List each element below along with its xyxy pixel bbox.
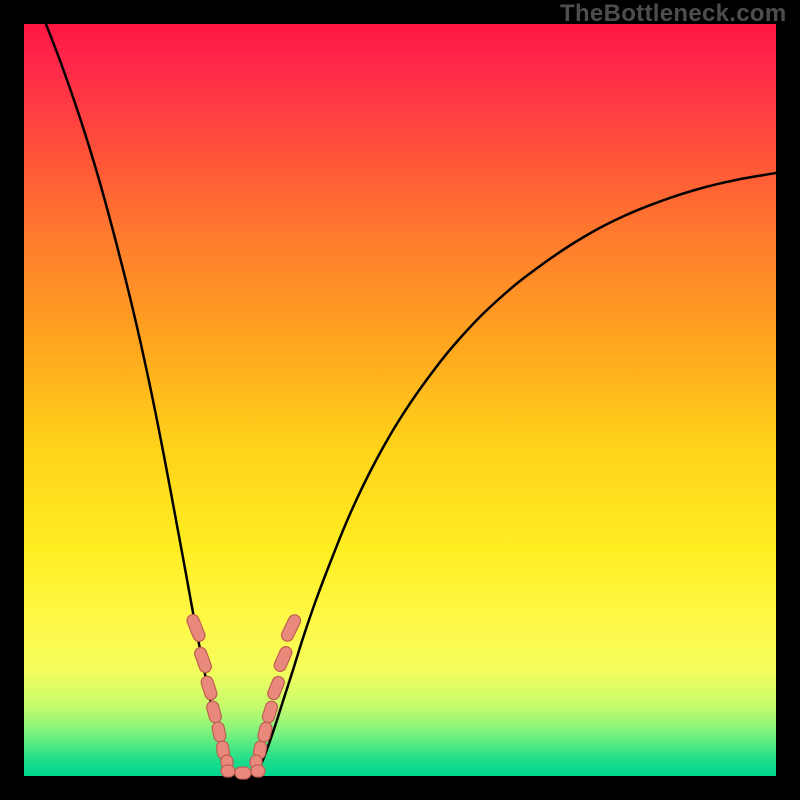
plot-gradient-background bbox=[24, 24, 776, 776]
chart-root: TheBottleneck.com bbox=[0, 0, 800, 800]
watermark-label: TheBottleneck.com bbox=[560, 0, 786, 28]
